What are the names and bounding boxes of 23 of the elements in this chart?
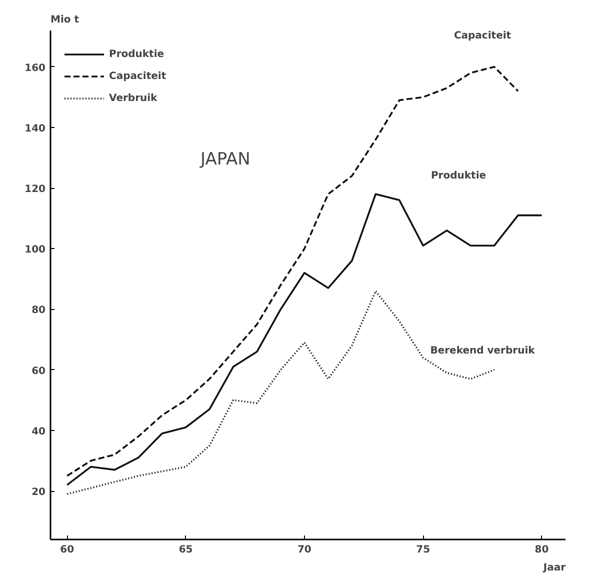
- legend-label: Verbruik: [109, 92, 158, 104]
- y-tick-label: 60: [32, 366, 46, 377]
- y-tick-label: 160: [24, 62, 46, 74]
- y-tick-label: 120: [24, 184, 46, 196]
- y-tick-label: 20: [32, 487, 46, 498]
- y-axis-title: Mio t: [50, 14, 80, 26]
- x-axis-title: Jaar: [542, 562, 566, 574]
- text: JAPAN: [200, 150, 250, 170]
- annotation: Produktie: [430, 170, 486, 182]
- y-tick-label: 100: [24, 244, 46, 256]
- x-tick-label: 75: [416, 544, 430, 556]
- line-series: [66, 193, 543, 486]
- y-tick-label: 140: [24, 123, 46, 134]
- y-tick-label: 80: [32, 305, 46, 316]
- legend-label: Produktie: [109, 48, 164, 60]
- legend-label: Capaciteit: [109, 70, 166, 82]
- x-tick-label: 60: [60, 544, 74, 556]
- annotation: Berekend verbruik: [430, 346, 536, 356]
- x-tick-label: 70: [297, 544, 312, 556]
- annotation: Capaciteit: [454, 30, 512, 42]
- x-tick-label: 65: [178, 544, 193, 556]
- x-tick-label: 80: [534, 544, 549, 556]
- y-tick-label: 40: [32, 426, 46, 438]
